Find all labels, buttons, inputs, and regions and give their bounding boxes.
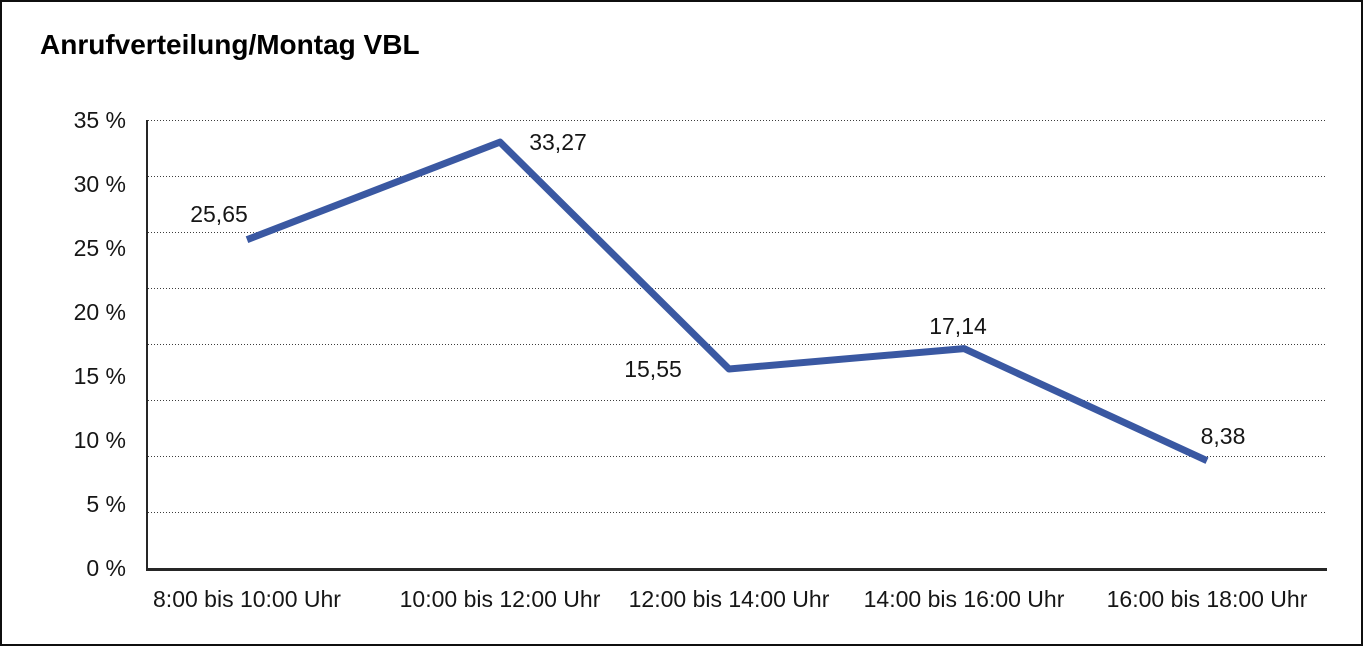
gridline	[148, 456, 1327, 457]
plot-area: 35 % 30 % 25 % 20 % 15 % 10 % 5 % 0 % 8:00 bis …	[74, 107, 1327, 611]
y-axis-label: 35 %	[73, 107, 126, 133]
x-axis-label: 12:00 bis 14:00 Uhr	[628, 586, 830, 612]
gridline	[148, 400, 1327, 401]
x-axis-label: 14:00 bis 16:00 Uhr	[863, 586, 1065, 612]
data-point-label: 15,55	[624, 355, 682, 382]
y-axis-label: 30 %	[73, 171, 126, 197]
chart-title: Anrufverteilung/Montag VBL	[40, 29, 420, 60]
data-line-svg	[245, 138, 1209, 464]
x-axis-label: 8:00 bis 10:00 Uhr	[153, 586, 341, 612]
y-axis-label: 20 %	[73, 299, 126, 325]
gridline	[148, 288, 1327, 289]
y-axis-label: 0 %	[86, 555, 126, 581]
y-axis-label: 15 %	[73, 363, 126, 389]
gridline	[148, 512, 1327, 513]
series-line	[245, 138, 1209, 464]
y-axis-label: 25 %	[73, 235, 126, 261]
gridline	[148, 344, 1327, 345]
x-axis-label: 10:00 bis 12:00 Uhr	[399, 586, 601, 612]
y-axis-label: 10 %	[73, 427, 126, 453]
gridline	[148, 232, 1327, 233]
gridline	[148, 176, 1327, 177]
data-point-label: 25,65	[190, 200, 248, 227]
data-point-label: 17,14	[929, 312, 987, 339]
y-axis-label: 5 %	[86, 491, 126, 517]
data-point-label: 33,27	[529, 129, 587, 156]
gridline	[148, 120, 1327, 121]
x-axis-label: 16:00 bis 18:00 Uhr	[1106, 586, 1308, 612]
data-point-label: 8,38	[1200, 422, 1246, 449]
